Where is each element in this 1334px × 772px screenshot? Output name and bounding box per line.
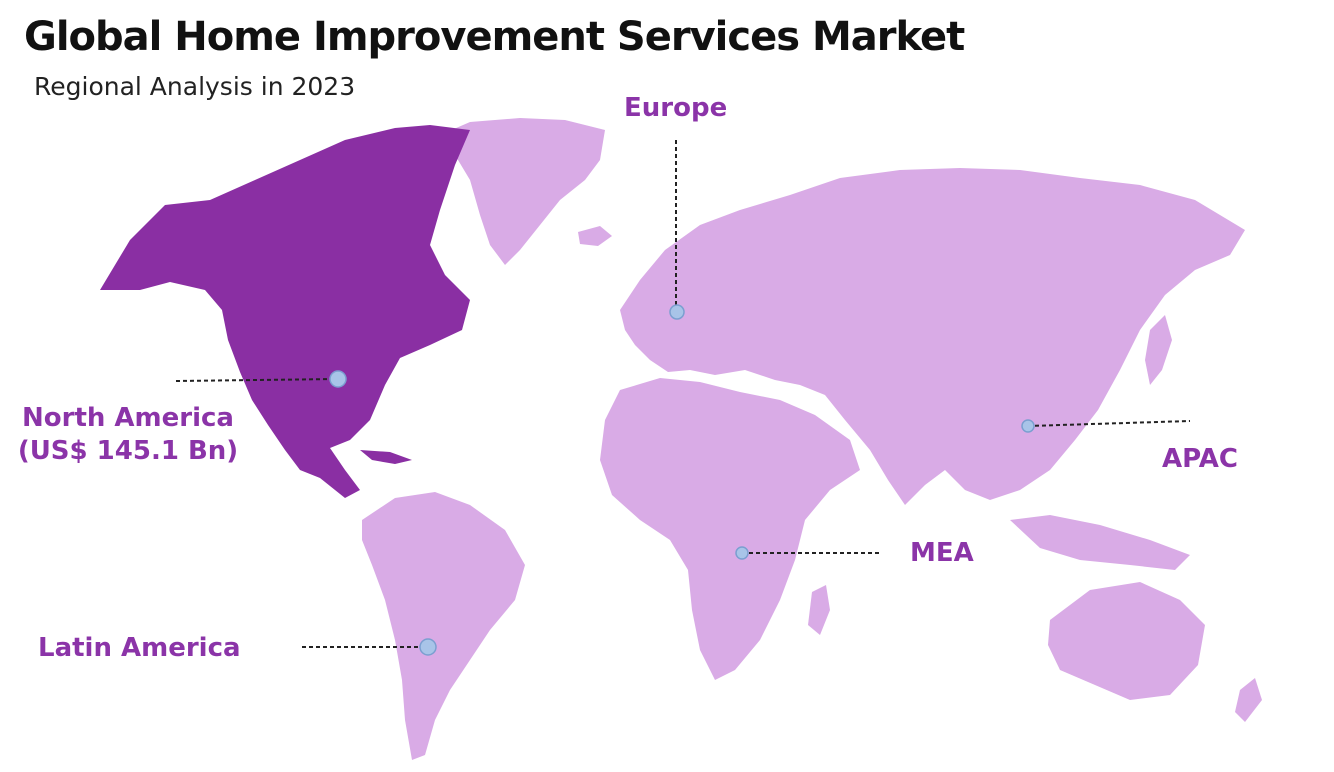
region-shape-sea-islands [1010, 515, 1190, 570]
north-america-leader-line [175, 378, 339, 382]
mea-marker [735, 546, 749, 560]
chart-title: Global Home Improvement Services Market [24, 14, 965, 60]
north-america-value: (US$ 145.1 Bn) [17, 436, 239, 466]
europe-label: Europe [624, 93, 728, 123]
mea-label: MEA [910, 538, 974, 568]
region-shape-caribbean [360, 450, 412, 464]
europe-marker [669, 304, 685, 320]
region-shape-australia [1048, 582, 1205, 700]
region-shape-africa [600, 378, 860, 680]
region-shape-north-america [100, 125, 470, 498]
latin-america-label: Latin America [38, 633, 241, 663]
apac-label: APAC [1162, 444, 1238, 474]
region-shape-eurasia [620, 168, 1245, 505]
apac-leader-line [1027, 420, 1191, 427]
region-shape-new-zealand [1235, 678, 1262, 722]
north-america-label: North America [22, 403, 234, 433]
region-shape-latin-america [362, 492, 525, 760]
north-america-marker [329, 370, 347, 388]
latin-america-marker [419, 638, 437, 656]
north-america-label-group: North America (US$ 145.1 Bn) [8, 402, 248, 468]
region-shape-greenland [440, 118, 605, 265]
apac-marker [1021, 419, 1035, 433]
region-shape-japan [1145, 315, 1172, 385]
chart-subtitle: Regional Analysis in 2023 [34, 72, 356, 101]
region-shape-madagascar [808, 585, 830, 635]
region-shape-iceland [578, 226, 612, 246]
